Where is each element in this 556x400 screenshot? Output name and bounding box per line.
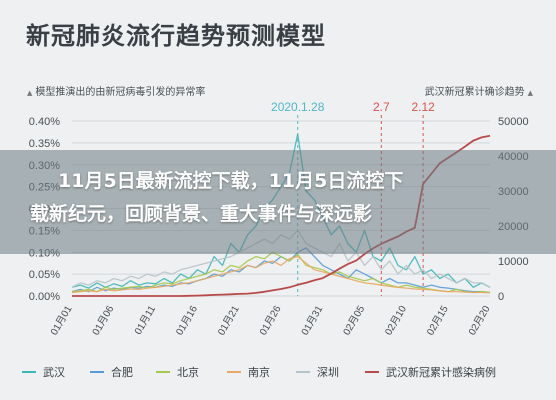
page-title: 新冠肺炎流行趋势预测模型 (26, 22, 326, 50)
legend-label: 南京 (248, 366, 270, 379)
legend-label: 北京 (177, 366, 199, 379)
headline-line-2: 载新纪元，回顾背景、重大事件与深远影 (30, 203, 373, 225)
annotation-label: 2.12 (411, 100, 435, 114)
x-tick-label: 02月10 (382, 303, 409, 337)
legend-label: 深圳 (317, 366, 339, 379)
legend-item: 南京 (227, 364, 270, 380)
x-tick-label: 02月20 (466, 303, 493, 337)
headline-text: 11月5日最新流控下载，11月5日流控下 载新纪元，回顾背景、重大事件与深远影 (0, 165, 556, 231)
x-tick-label: 02月05 (341, 303, 368, 337)
x-tick-label: 01月21 (215, 303, 242, 337)
series-line (71, 247, 491, 294)
series-line (71, 251, 491, 294)
legend-label: 武汉 (43, 366, 65, 379)
legend-swatch (365, 371, 379, 373)
legend-swatch (90, 371, 104, 373)
legend-item: 武汉 (22, 364, 65, 380)
legend-item: 合肥 (90, 364, 133, 380)
annotation-label: 2.7 (373, 100, 390, 114)
legend-label: 合肥 (111, 366, 133, 379)
legend-item: 北京 (156, 364, 199, 380)
y-tick-label-right: 0 (498, 291, 504, 303)
legend-swatch (156, 371, 170, 373)
legend-item: 深圳 (296, 364, 339, 380)
legend-swatch (227, 371, 241, 373)
headline-banner (0, 150, 556, 254)
legend-item: 武汉新冠累计感染病例 (365, 364, 496, 380)
x-tick-label: 01月01 (48, 303, 75, 337)
x-tick-label: 01月31 (299, 303, 326, 337)
y-tick-label-left: 0.40% (29, 116, 60, 128)
headline-line-1: 11月5日最新流控下载，11月5日流控下 (58, 170, 404, 192)
y-tick-label-left: 0.00% (29, 291, 60, 303)
y-tick-label-right: 50000 (498, 116, 529, 128)
x-tick-label: 01月11 (132, 303, 158, 337)
legend-swatch (296, 371, 310, 373)
annotation-label: 2020.1.28 (271, 100, 325, 114)
y-tick-label-left: 0.35% (29, 138, 60, 150)
x-tick-label: 01月16 (173, 303, 200, 337)
chart-legend: 武汉 合肥 北京 南京 深圳 武汉新冠累计感染病例 (22, 364, 542, 382)
legend-label: 武汉新冠累计感染病例 (386, 366, 496, 379)
x-tick-label: 01月26 (257, 303, 284, 337)
y-tick-label-left: 0.05% (29, 269, 60, 281)
legend-swatch (22, 371, 36, 373)
right-axis-title: 武汉新冠累计确诊趋势 (425, 83, 536, 98)
x-tick-label: 01月06 (90, 303, 117, 337)
x-tick-label: 02月15 (424, 303, 451, 337)
series-line (71, 255, 491, 294)
y-tick-label-right: 10000 (498, 256, 529, 268)
left-axis-title: 模型推演出的由新冠病毒引发的异常率 (24, 83, 205, 98)
